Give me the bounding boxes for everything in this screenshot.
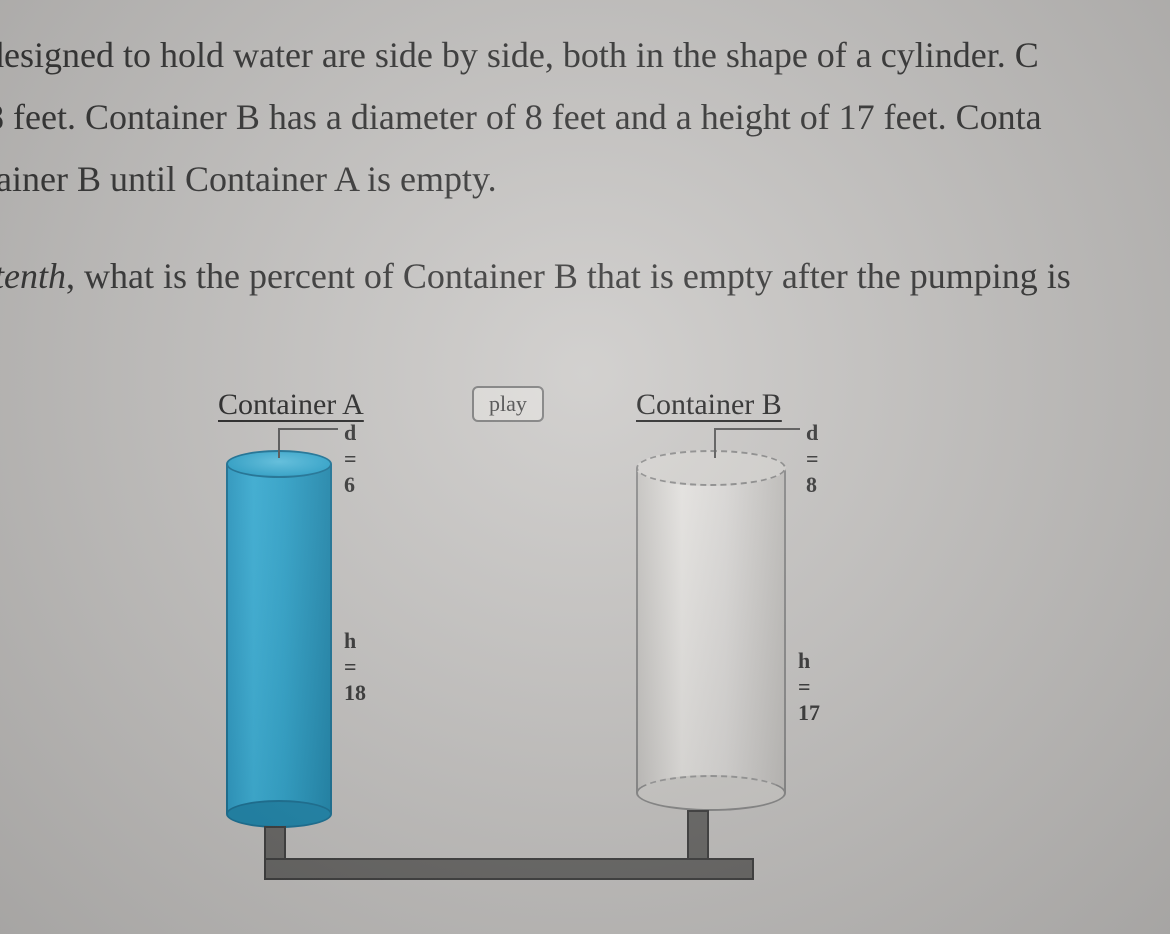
problem-text: designed to hold water are side by side,… [0,0,1170,305]
question-italic-word: tenth [0,256,66,296]
container-a-cylinder: d = 6 h = 18 [226,450,332,828]
container-b-diameter-leader [714,428,800,458]
problem-line-2: 18 feet. Container B has a diameter of 8… [0,90,1170,146]
problem-question: tenth, what is the percent of Container … [0,249,1170,305]
container-b-body [636,468,786,793]
container-a-diameter-label: d = 6 [344,420,357,498]
question-rest: , what is the percent of Container B tha… [66,256,1071,296]
container-a-title: Container A [218,388,364,422]
problem-line-1: designed to hold water are side by side,… [0,28,1170,84]
pipe-right-stub [687,810,709,862]
container-a-diameter-leader [278,428,338,458]
container-b-cylinder: d = 8 h = 17 [636,450,786,810]
container-b-title: Container B [636,388,782,422]
connecting-pipe [264,840,754,880]
container-a-bottom-ellipse [226,800,332,828]
container-a-body [226,464,332,814]
play-button[interactable]: play [472,386,544,422]
problem-line-3: ontainer B until Container A is empty. [0,152,1170,208]
play-button-label: play [489,391,527,417]
container-b-height-label: h = 17 [798,648,820,726]
container-b-diameter-label: d = 8 [806,420,819,498]
container-b-bottom-ellipse [636,775,786,811]
pipe-horizontal [264,858,754,880]
diagram: Container A play Container B d = 6 h = 1… [0,388,1170,908]
container-a-height-label: h = 18 [344,628,366,706]
pipe-left-stub [264,826,286,862]
